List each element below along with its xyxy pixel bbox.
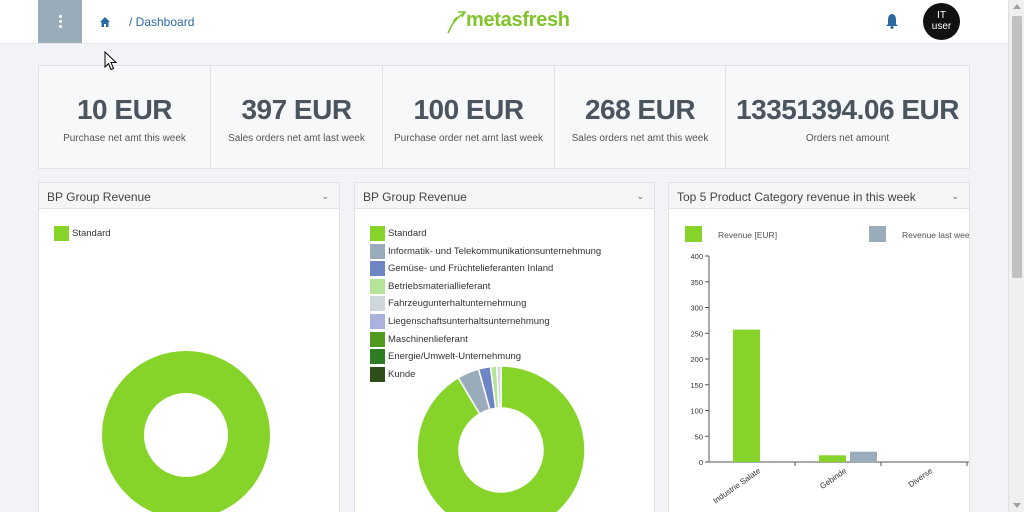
y-tick-label: 200 xyxy=(690,355,703,364)
legend-label: Energie/Umwelt-Unternehmung xyxy=(388,351,522,363)
legend-swatch xyxy=(370,331,385,347)
legend-label: Gemüse- und Früchtelieferanten Inland xyxy=(388,263,554,275)
x-tick-label: Industrie Salate xyxy=(711,466,762,506)
y-tick-label: 250 xyxy=(690,329,703,338)
legend-label: Kunde xyxy=(388,368,416,380)
metasfresh-logo-icon xyxy=(447,11,467,34)
legend-item[interactable]: Gemüse- und Früchtelieferanten Inland xyxy=(370,261,554,277)
legend-item[interactable]: Fahrzeugunterhaltunternehmung xyxy=(370,296,527,312)
avatar-initials: IT xyxy=(937,10,946,21)
legend-item[interactable]: Energie/Umwelt-Unternehmung xyxy=(370,349,522,365)
chevron-down-icon[interactable]: ⌄ xyxy=(636,191,644,201)
legend-swatch xyxy=(869,226,886,242)
legend-label: Revenue [EUR] xyxy=(718,230,777,240)
kpi-value: 397 EUR xyxy=(241,94,352,125)
y-tick-label: 150 xyxy=(690,381,703,390)
kpi-label: Sales orders net amt last week xyxy=(228,133,365,144)
y-tick-label: 300 xyxy=(690,304,703,313)
legend-swatch xyxy=(370,296,385,312)
widget-header: BP Group Revenue ⌄ xyxy=(355,183,654,209)
user-avatar[interactable]: IT user xyxy=(923,3,960,40)
legend-label: Betriebsmateriallieferant xyxy=(388,280,491,292)
home-icon[interactable] xyxy=(99,16,111,28)
legend-label: Fahrzeugunterhaltunternehmung xyxy=(388,298,527,310)
chevron-down-icon[interactable]: ⌄ xyxy=(321,191,329,201)
widget-bp-group-revenue: BP Group Revenue ⌄ Standard Informatik- u… xyxy=(354,182,655,512)
widget-header: Top 5 Product Category revenue in this w… xyxy=(669,183,969,209)
donut-chart xyxy=(102,351,270,512)
legend-item[interactable]: Kunde xyxy=(370,366,416,382)
kpi-value: 10 EUR xyxy=(76,94,173,125)
widget-header: BP Group Revenue ⌄ xyxy=(39,183,339,209)
kpi-label: Purchase net amt this week xyxy=(63,133,186,144)
legend-swatch xyxy=(370,226,385,241)
kpi-tile[interactable]: 100 EUR Purchase order net amt last week xyxy=(383,66,555,168)
avatar-name: user xyxy=(931,21,952,32)
y-tick-label: 350 xyxy=(690,278,703,287)
legend-label: Revenue last week xyxy=(902,230,970,240)
kpi-label: Purchase order net amt last week xyxy=(394,133,543,144)
legend-item[interactable]: Maschinenlieferant xyxy=(370,331,468,347)
kpi-tile[interactable]: 397 EUR Sales orders net amt last week xyxy=(211,66,383,168)
legend-label: Informatik- und Telekommunikationsuntern… xyxy=(388,245,602,257)
donut-chart xyxy=(416,365,586,512)
scroll-thumb[interactable] xyxy=(1012,16,1022,278)
bell-icon[interactable] xyxy=(885,13,899,29)
legend-swatch xyxy=(370,366,385,382)
bar xyxy=(850,451,877,462)
legend-swatch xyxy=(370,261,385,277)
widget-title: Top 5 Product Category revenue in this w… xyxy=(677,190,916,204)
widget-title: BP Group Revenue xyxy=(47,190,151,204)
kpi-tile[interactable]: 268 EUR Sales orders net amt this week xyxy=(555,66,726,168)
kebab-icon xyxy=(58,15,62,28)
scroll-down-arrow-icon[interactable] xyxy=(1013,503,1021,508)
bar-chart: Revenue [EUR] Revenue last week 0 50 100 150 2… xyxy=(685,226,970,506)
kpi-tile[interactable]: 10 EUR Purchase net amt this week xyxy=(39,66,211,168)
legend-swatch xyxy=(370,314,385,329)
legend-label: Liegenschaftsunterhaltsunternehmung xyxy=(388,316,550,327)
widget-title: BP Group Revenue xyxy=(363,190,467,204)
legend-swatch xyxy=(370,243,385,259)
widget-bp-group-revenue: BP Group Revenue ⌄ Standard xyxy=(38,182,340,512)
y-tick-label: 100 xyxy=(690,407,703,416)
scroll-up-arrow-icon[interactable] xyxy=(1013,4,1021,9)
legend-item[interactable]: Informatik- und Telekommunikationsuntern… xyxy=(370,243,602,259)
donut-slice xyxy=(416,365,586,512)
legend-item[interactable]: Standard xyxy=(370,226,427,241)
y-tick-label: 0 xyxy=(699,458,703,467)
legend-swatch xyxy=(54,226,69,241)
legend-swatch xyxy=(370,349,385,365)
bar xyxy=(819,455,846,462)
kpi-value: 268 EUR xyxy=(584,94,696,125)
legend-item[interactable]: Standard xyxy=(54,226,111,241)
kpi-row: 10 EUR Purchase net amt this week 397 EU… xyxy=(38,65,970,169)
kpi-value: 100 EUR xyxy=(413,94,524,125)
menu-button[interactable] xyxy=(38,0,82,43)
chevron-down-icon[interactable]: ⌄ xyxy=(951,191,959,201)
page-scrollbar[interactable] xyxy=(1008,0,1024,512)
donut-slice xyxy=(495,365,502,409)
kpi-tile[interactable]: 13351394.06 EUR Orders net amount xyxy=(726,66,969,168)
breadcrumb[interactable]: / Dashboard xyxy=(129,15,195,29)
kpi-label: Sales orders net amt this week xyxy=(571,133,709,144)
legend-item[interactable]: Betriebsmateriallieferant xyxy=(370,278,491,294)
mouse-cursor-icon xyxy=(104,51,118,71)
kpi-value: 13351394.06 EUR xyxy=(736,94,959,125)
y-tick-label: 50 xyxy=(695,432,703,441)
logo-text: metasfresh xyxy=(466,9,570,31)
bar xyxy=(733,329,760,462)
widget-top5-product-category: Top 5 Product Category revenue in this w… xyxy=(668,182,970,512)
top-bar: / Dashboard metasfresh IT user xyxy=(0,0,1008,44)
donut-slice xyxy=(102,351,270,512)
legend-label: Maschinenlieferant xyxy=(388,333,468,345)
legend-label: Standard xyxy=(72,228,111,239)
legend-label: Standard xyxy=(388,228,427,239)
x-tick-label: Gebinde xyxy=(818,466,848,491)
legend-item[interactable]: Liegenschaftsunterhaltsunternehmung xyxy=(370,314,550,329)
y-tick-label: 400 xyxy=(690,252,703,261)
x-tick-label: Diverse xyxy=(907,466,935,489)
legend-swatch xyxy=(370,278,385,294)
kpi-label: Orders net amount xyxy=(805,133,890,144)
legend-swatch xyxy=(685,226,702,242)
